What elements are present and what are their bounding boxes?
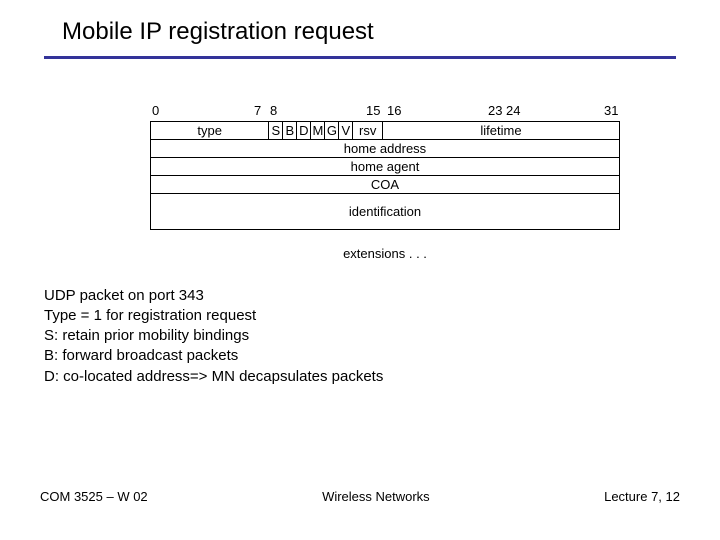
row-header-fields: type S B D M G V rsv lifetime (151, 122, 620, 140)
field-rsv: rsv (353, 122, 383, 140)
flag-d: D (297, 122, 311, 140)
flag-s: S (269, 122, 283, 140)
note-line: S: retain prior mobility bindings (44, 326, 676, 346)
flag-v: V (339, 122, 353, 140)
note-line: D: co-located address=> MN decapsulates … (44, 367, 676, 387)
field-identification: identification (151, 194, 620, 230)
bit-label-31: 31 (604, 103, 618, 118)
note-line: Type = 1 for registration request (44, 306, 676, 326)
packet-diagram: 0 7 8 15 16 23 24 31 type S B D M G V rs… (150, 103, 620, 264)
bit-label-24: 24 (506, 103, 520, 118)
row-identification: identification (151, 194, 620, 230)
flag-g: G (325, 122, 339, 140)
flag-m: M (311, 122, 325, 140)
page-title: Mobile IP registration request (62, 18, 676, 46)
packet-table: type S B D M G V rsv lifetime home addre… (150, 121, 620, 264)
bit-label-7: 7 (254, 103, 261, 118)
bit-label-8: 8 (270, 103, 277, 118)
field-home-address: home address (151, 140, 620, 158)
note-line: UDP packet on port 343 (44, 286, 676, 306)
row-home-agent: home agent (151, 158, 620, 176)
footer: COM 3525 – W 02 Wireless Networks Lectur… (0, 489, 720, 504)
bit-ruler: 0 7 8 15 16 23 24 31 (150, 103, 620, 121)
bit-label-0: 0 (152, 103, 159, 118)
flag-b: B (283, 122, 297, 140)
field-extensions: extensions . . . (151, 230, 620, 264)
bit-label-16: 16 (387, 103, 401, 118)
note-line: B: forward broadcast packets (44, 346, 676, 366)
row-extensions: extensions . . . (151, 230, 620, 264)
footer-right: Lecture 7, 12 (604, 489, 680, 504)
field-type: type (151, 122, 269, 140)
title-underline (44, 56, 676, 59)
notes-block: UDP packet on port 343 Type = 1 for regi… (44, 286, 676, 387)
field-home-agent: home agent (151, 158, 620, 176)
bit-label-23: 23 (488, 103, 502, 118)
field-lifetime: lifetime (382, 122, 619, 140)
footer-center: Wireless Networks (322, 489, 430, 504)
bit-label-15: 15 (366, 103, 380, 118)
footer-left: COM 3525 – W 02 (40, 489, 148, 504)
row-coa: COA (151, 176, 620, 194)
row-home-address: home address (151, 140, 620, 158)
field-coa: COA (151, 176, 620, 194)
